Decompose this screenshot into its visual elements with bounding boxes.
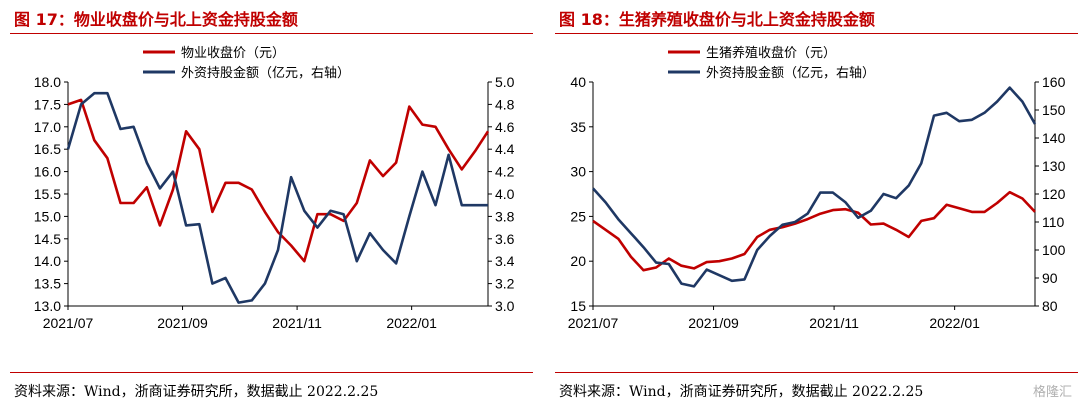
right-tick-label: 160 <box>1042 74 1066 90</box>
figure-title: 图 18：生猪养殖收盘价与北上资金持股金额 <box>559 10 875 29</box>
right-tick-label: 80 <box>1042 298 1058 314</box>
legend-label: 外资持股金额（亿元，右轴） <box>181 65 350 80</box>
source-rule <box>10 372 533 373</box>
left-tick-label: 13.0 <box>34 298 61 314</box>
right-tick-label: 3.2 <box>495 276 515 292</box>
left-tick-label: 15 <box>570 298 586 314</box>
right-tick-label: 130 <box>1042 158 1066 174</box>
right-tick-label: 150 <box>1042 102 1066 118</box>
source-note: 资料来源：Wind，浙商证券研究所，数据截止 2022.2.25 <box>559 384 924 400</box>
right-tick-label: 120 <box>1042 186 1066 202</box>
chart-pig: 15 20 25 30 35 40 80 90 100 110 120 130 140 150 160 202… <box>568 45 1066 331</box>
source-rule <box>555 372 1078 373</box>
right-tick-label: 140 <box>1042 130 1066 146</box>
title-rule <box>10 33 533 34</box>
series-line-holding <box>66 91 488 304</box>
right-tick-label: 4.8 <box>495 96 515 112</box>
right-tick-label: 3.8 <box>495 208 515 224</box>
right-tick-label: 3.6 <box>495 231 515 247</box>
series-line-price <box>67 98 490 263</box>
series-line-price <box>592 190 1036 272</box>
left-tick-label: 30 <box>570 164 586 180</box>
title-rule <box>555 33 1078 34</box>
left-tick-label: 15.0 <box>34 208 61 224</box>
x-tick-label: 2021/09 <box>688 315 739 331</box>
left-tick-label: 40 <box>570 74 586 90</box>
right-tick-label: 3.0 <box>495 298 515 314</box>
left-tick-label: 14.0 <box>34 253 61 269</box>
series-line-holding <box>592 86 1037 288</box>
x-tick-label: 2021/11 <box>272 315 322 331</box>
right-tick-label: 4.4 <box>495 141 515 157</box>
x-tick-label: 2021/11 <box>809 315 859 331</box>
right-tick-label: 3.4 <box>495 253 515 269</box>
x-tick-label: 2021/07 <box>43 315 94 331</box>
right-tick-label: 4.2 <box>495 164 515 180</box>
figure-title: 图 17：物业收盘价与北上资金持股金额 <box>14 10 298 29</box>
right-tick-label: 4.6 <box>495 119 515 135</box>
left-tick-label: 20 <box>570 253 586 269</box>
x-tick-label: 2022/01 <box>929 315 980 331</box>
left-tick-label: 16.0 <box>34 164 61 180</box>
left-tick-label: 25 <box>570 208 586 224</box>
left-tick-label: 15.5 <box>34 186 61 202</box>
x-tick-label: 2022/01 <box>386 315 437 331</box>
left-tick-label: 16.5 <box>34 141 61 157</box>
legend-label: 生猪养殖收盘价（元） <box>706 45 836 60</box>
x-tick-label: 2021/07 <box>568 315 619 331</box>
right-tick-label: 90 <box>1042 270 1058 286</box>
source-note: 资料来源：Wind，浙商证券研究所，数据截止 2022.2.25 <box>14 384 379 400</box>
left-tick-label: 17.0 <box>34 119 61 135</box>
right-tick-label: 100 <box>1042 242 1066 258</box>
right-tick-label: 4.0 <box>495 186 515 202</box>
legend-label: 物业收盘价（元） <box>181 45 285 60</box>
left-tick-label: 35 <box>570 119 586 135</box>
panel-pig: 图 18：生猪养殖收盘价与北上资金持股金额 15 20 25 30 35 40 80 90 10… <box>545 0 1080 414</box>
x-tick-label: 2021/09 <box>157 315 208 331</box>
left-tick-label: 14.5 <box>34 231 61 247</box>
panel-property: 图 17：物业收盘价与北上资金持股金额 13.0 13.5 14.0 14.5 15.0… <box>0 0 535 414</box>
chart-property: 13.0 13.5 14.0 14.5 15.0 15.5 16.0 16.5 17.0 17.5… <box>34 45 515 331</box>
left-tick-label: 13.5 <box>34 276 61 292</box>
right-tick-label: 5.0 <box>495 74 515 90</box>
left-tick-label: 17.5 <box>34 96 61 112</box>
left-tick-label: 18.0 <box>34 74 61 90</box>
right-tick-label: 110 <box>1042 214 1065 230</box>
legend-label: 外资持股金额（亿元，右轴） <box>706 65 875 80</box>
watermark-logo: 格隆汇 <box>1032 385 1072 400</box>
